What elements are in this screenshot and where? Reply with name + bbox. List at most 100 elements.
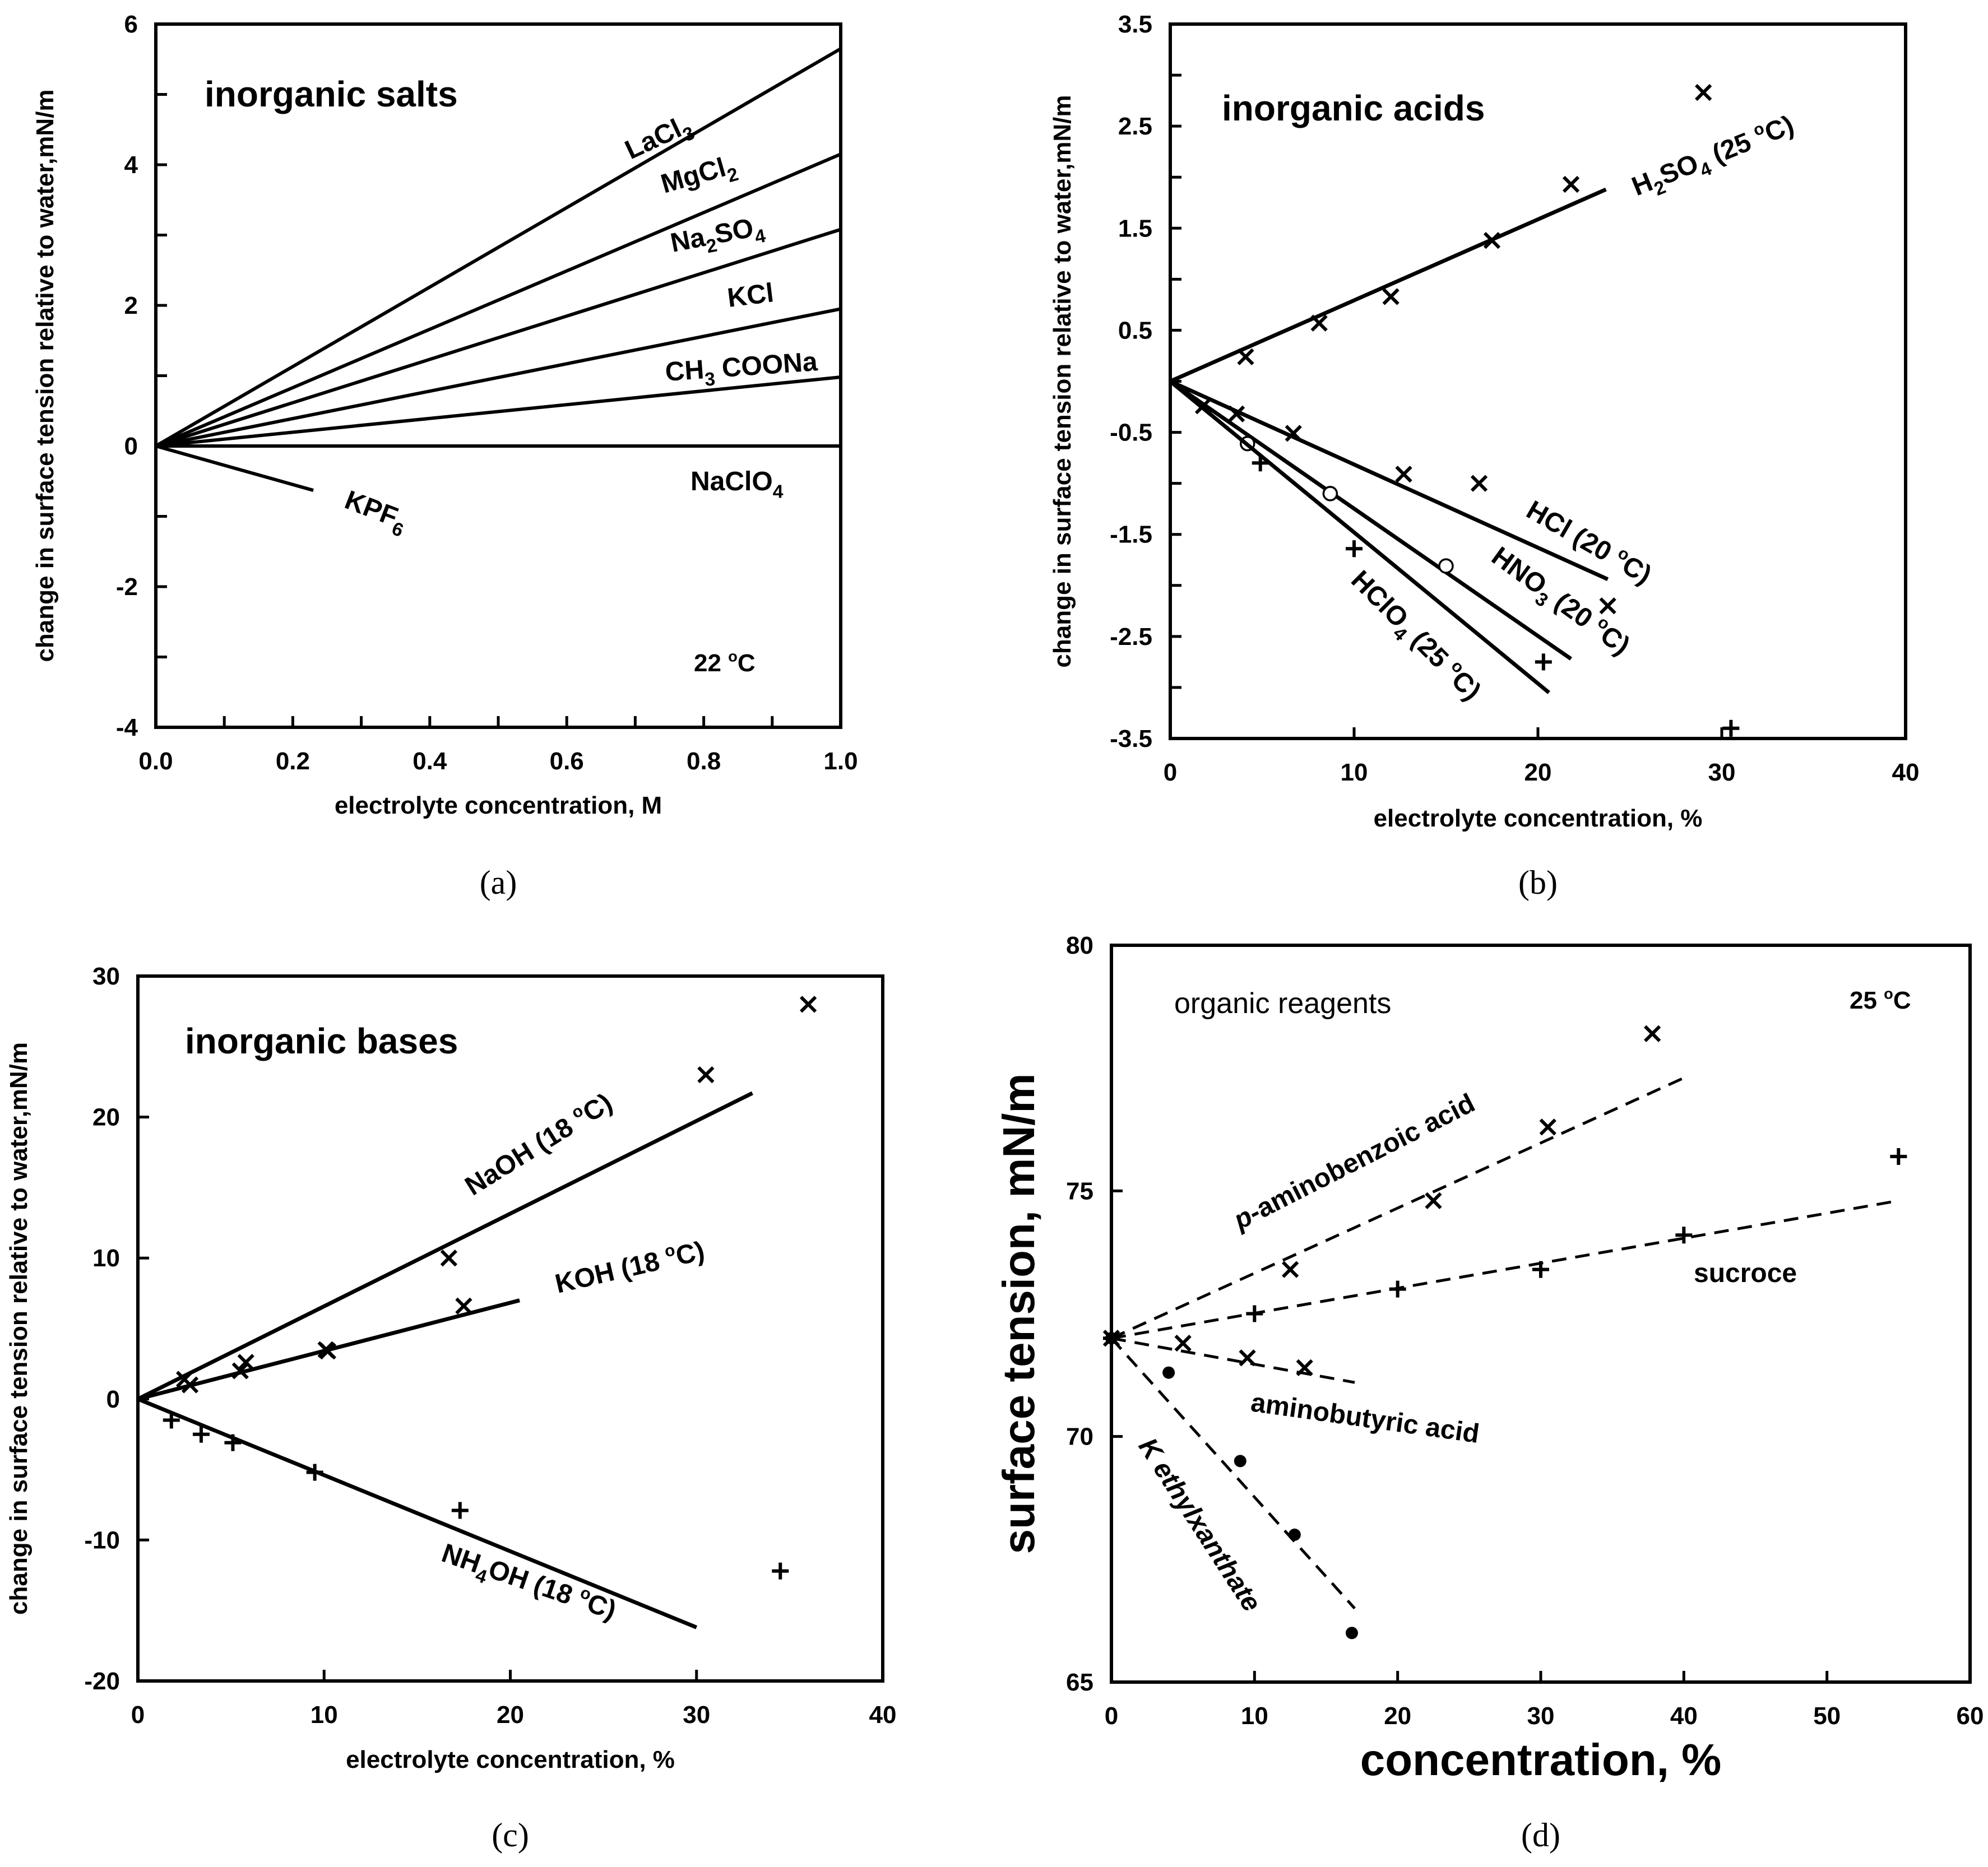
y-tick-label: 4	[124, 151, 138, 179]
data-point	[1322, 486, 1338, 501]
fit-line	[137, 1091, 753, 1401]
data-point	[455, 1297, 472, 1315]
data-point	[1296, 1359, 1313, 1377]
data-point	[1252, 454, 1269, 472]
series-6: NaClO4	[156, 444, 841, 502]
x-tick-label: 0.8	[687, 747, 721, 775]
series-1: H2SO4 (25 oC)	[1169, 83, 1800, 383]
series-label: Na2SO4	[668, 211, 767, 264]
x-tick-label: 50	[1813, 1702, 1841, 1730]
x-tick-label: 30	[1708, 759, 1736, 786]
fit-line	[1111, 1199, 1899, 1340]
series-label: CH3 COONa	[664, 347, 819, 393]
fit-line	[1110, 1076, 1685, 1340]
chart-title: organic reagents	[1174, 987, 1391, 1020]
series-label: KCl	[726, 278, 776, 313]
data-point	[224, 1434, 242, 1451]
series-label: KPF6	[339, 485, 411, 541]
y-tick-label: -1.5	[1110, 521, 1152, 549]
x-axis-title: electrolyte concentration, %	[346, 1746, 675, 1773]
y-tick-label: -10	[84, 1526, 120, 1554]
x-axis-title: electrolyte concentration, %	[1374, 805, 1703, 832]
y-tick-label: 2	[124, 292, 138, 319]
x-tick-label: 0	[1164, 759, 1177, 786]
data-point	[1535, 653, 1552, 671]
series-4: KCl	[155, 278, 841, 448]
series-label: H2SO4 (25 oC)	[1627, 108, 1800, 207]
series-label: K ethylxanthate	[1133, 1433, 1267, 1617]
data-point	[1345, 1627, 1358, 1640]
x-tick-label: 20	[497, 1701, 524, 1729]
y-tick-label: -2	[116, 573, 138, 601]
data-point	[1234, 1455, 1246, 1467]
data-point	[306, 1464, 323, 1481]
series-line	[155, 227, 841, 448]
data-point	[1285, 425, 1302, 442]
data-point	[1174, 1334, 1192, 1352]
data-point	[163, 1411, 180, 1429]
fit-line	[1169, 379, 1609, 582]
data-point	[1599, 597, 1616, 615]
series-line	[155, 375, 841, 448]
data-point	[1382, 288, 1400, 305]
chart-title: inorganic acids	[1222, 88, 1485, 128]
y-tick-label: 20	[92, 1104, 120, 1131]
y-tick-label: -2.5	[1110, 623, 1152, 651]
y-tick-label: -0.5	[1110, 419, 1152, 447]
data-point	[1237, 348, 1254, 365]
panel-caption: (b)	[1518, 864, 1558, 901]
data-point	[1483, 232, 1501, 249]
x-tick-label: 40	[1670, 1702, 1698, 1730]
data-point	[1389, 1280, 1406, 1298]
series-line	[155, 307, 841, 448]
x-tick-label: 0	[1105, 1702, 1118, 1730]
data-point	[451, 1502, 469, 1519]
data-point	[237, 1354, 254, 1371]
x-axis-title: electrolyte concentration, M	[335, 792, 662, 819]
series-label: NaOH (18 oC)	[459, 1086, 618, 1202]
y-axis-title: surface tension, mN/m	[994, 1073, 1044, 1554]
series-1: p-aminobenzoic acid	[1102, 1025, 1685, 1347]
data-point	[192, 1425, 210, 1443]
y-tick-label: 3.5	[1118, 11, 1152, 38]
x-axis-title: concentration, %	[1360, 1735, 1722, 1785]
temperature-note: 22 oC	[694, 647, 756, 677]
fit-line	[1111, 1336, 1355, 1384]
x-tick-label: 0.6	[550, 747, 584, 775]
series-4: HClO4 (25 oC)	[1169, 379, 1740, 737]
chart-panel-b: 0 10 20 30 40 3.5 2.5 1.5 0.5 -0.5 -1.5 -2.5 -3.5 H2S…	[1049, 11, 1919, 901]
data-point	[1425, 1192, 1442, 1209]
x-tick-label: 40	[869, 1701, 897, 1729]
data-point	[1695, 83, 1712, 101]
series-label: KOH (18 oC)	[552, 1234, 707, 1299]
y-tick-label: 65	[1066, 1669, 1093, 1696]
x-tick-label: 30	[1527, 1702, 1555, 1730]
data-point	[1470, 475, 1488, 492]
series-5: CH3 COONa	[155, 347, 841, 448]
series-label: sucroce	[1694, 1258, 1797, 1288]
series-line	[155, 152, 842, 448]
y-tick-label: 2.5	[1118, 113, 1152, 140]
data-point	[1395, 466, 1412, 483]
data-point	[1890, 1148, 1907, 1165]
data-point	[772, 1562, 789, 1580]
panel-caption: (d)	[1521, 1817, 1560, 1854]
data-point	[175, 1371, 193, 1388]
fit-line	[1169, 379, 1573, 661]
series-3: aminobutyric acid	[1102, 1330, 1481, 1449]
fit-line	[1169, 187, 1607, 383]
series-label: MgCl2	[657, 150, 740, 205]
series-2: HCl (20 oC)	[1169, 379, 1656, 615]
series-line	[155, 444, 314, 492]
series-3: NH4OH (18 oC)	[137, 1397, 789, 1629]
y-tick-label: -20	[84, 1668, 120, 1695]
x-tick-label: 0.4	[413, 747, 447, 775]
data-point	[1539, 1118, 1556, 1136]
data-point	[697, 1066, 715, 1084]
chart-panel-c: 0 10 20 30 40 -20 -10 0 10 20 30 NaOH (18 oC) KOH (1…	[5, 963, 896, 1854]
x-tick-label: 10	[1241, 1702, 1268, 1730]
data-point	[1246, 1305, 1263, 1322]
series-label: LaCl3	[620, 109, 698, 170]
